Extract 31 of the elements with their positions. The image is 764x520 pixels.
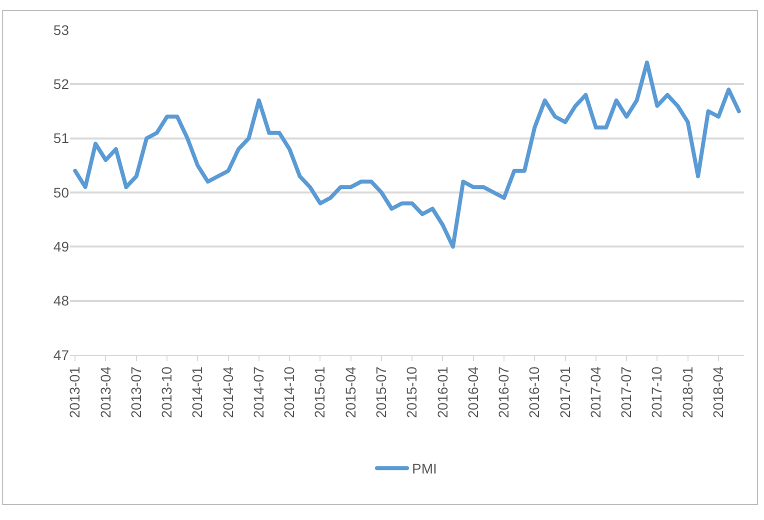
y-tick-label: 52 xyxy=(53,76,70,92)
y-tick-label: 53 xyxy=(53,22,70,38)
x-tick-label: 2016-07 xyxy=(496,366,512,418)
x-tick-label: 2015-10 xyxy=(404,366,420,418)
x-tick-label: 2016-10 xyxy=(526,366,542,418)
x-tick-label: 2013-04 xyxy=(97,366,114,418)
x-tick-label: 2014-07 xyxy=(250,366,266,418)
x-tick-label: 2016-04 xyxy=(464,366,481,418)
x-tick-label: 2018-01 xyxy=(679,366,696,418)
x-tick-label: 2016-01 xyxy=(434,366,450,418)
y-tick-label: 48 xyxy=(53,292,70,309)
y-tick-label: 51 xyxy=(53,130,70,146)
y-tick-label: 49 xyxy=(53,238,70,255)
x-tick-label: 2014-04 xyxy=(220,366,236,418)
x-tick-label: 2015-01 xyxy=(312,366,328,418)
x-tick-label: 2017-10 xyxy=(648,366,665,418)
x-tick-label: 2014-01 xyxy=(189,366,206,418)
x-tick-label: 2013-07 xyxy=(128,366,144,418)
x-tick-label: 2017-04 xyxy=(587,366,604,418)
line-series xyxy=(73,60,741,249)
y-tick-label: 47 xyxy=(53,346,70,363)
x-tick-label: 2017-01 xyxy=(556,366,573,418)
x-tick-label: 2015-04 xyxy=(342,366,358,418)
x-tick-label: 2018-04 xyxy=(710,366,726,418)
x-tick-label: 2015-07 xyxy=(373,366,390,418)
x-tick-label: 2017-07 xyxy=(618,366,634,418)
x-tick-label: 2014-10 xyxy=(281,366,298,418)
legend-label: PMI xyxy=(412,460,437,477)
x-tick-label: 2013-10 xyxy=(158,366,175,418)
x-tick-label: 2013-01 xyxy=(66,366,83,418)
y-tick-label: 50 xyxy=(53,184,70,200)
